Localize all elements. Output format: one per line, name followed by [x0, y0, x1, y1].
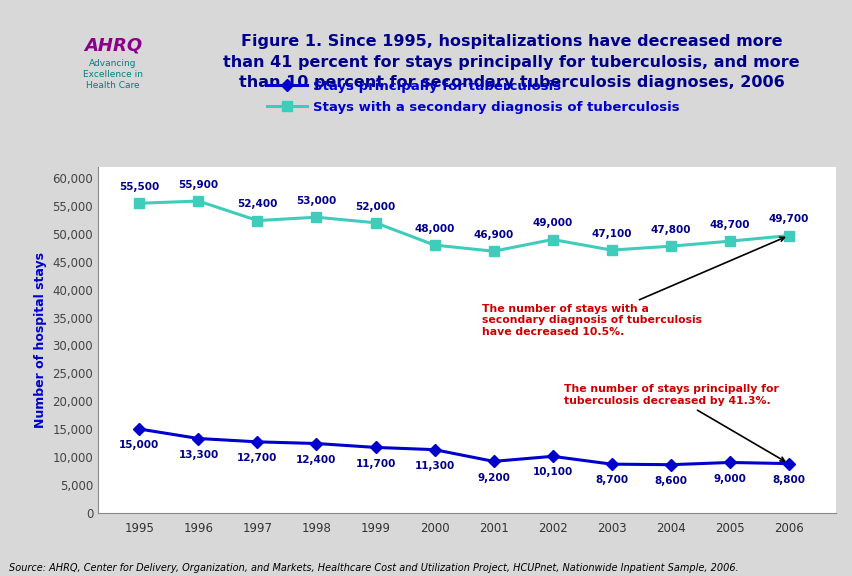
Text: 48,700: 48,700 — [709, 220, 749, 230]
Text: 55,900: 55,900 — [178, 180, 218, 190]
Text: 12,400: 12,400 — [296, 454, 337, 465]
Text: 55,500: 55,500 — [119, 182, 159, 192]
Text: 52,000: 52,000 — [355, 202, 395, 211]
Text: 8,700: 8,700 — [595, 475, 627, 486]
Text: 15,000: 15,000 — [119, 440, 159, 450]
Text: 13,300: 13,300 — [178, 450, 218, 460]
Legend: Stays principally for tuberculosis, Stays with a secondary diagnosis of tubercul: Stays principally for tuberculosis, Stay… — [267, 80, 679, 113]
Y-axis label: Number of hospital stays: Number of hospital stays — [34, 252, 47, 428]
Text: 9,200: 9,200 — [476, 472, 509, 483]
Text: AHRQ: AHRQ — [83, 36, 142, 54]
Text: 47,800: 47,800 — [650, 225, 690, 235]
Text: 49,700: 49,700 — [768, 214, 808, 225]
Text: 8,600: 8,600 — [653, 476, 687, 486]
Text: The number of stays with a
secondary diagnosis of tuberculosis
have decreased 10: The number of stays with a secondary dia… — [481, 237, 784, 337]
Text: Source: AHRQ, Center for Delivery, Organization, and Markets, Healthcare Cost an: Source: AHRQ, Center for Delivery, Organ… — [9, 563, 738, 573]
Text: 11,700: 11,700 — [355, 458, 395, 468]
Text: 49,000: 49,000 — [532, 218, 572, 228]
Text: 47,100: 47,100 — [590, 229, 631, 239]
Text: Figure 1. Since 1995, hospitalizations have decreased more
than 41 percent for s: Figure 1. Since 1995, hospitalizations h… — [223, 35, 799, 90]
Text: 11,300: 11,300 — [414, 461, 454, 471]
Text: 48,000: 48,000 — [414, 224, 454, 234]
Text: Advancing
Excellence in
Health Care: Advancing Excellence in Health Care — [83, 59, 143, 90]
Text: 8,800: 8,800 — [771, 475, 804, 485]
Text: 46,900: 46,900 — [473, 230, 513, 240]
Text: 9,000: 9,000 — [712, 473, 746, 484]
Text: The number of stays principally for
tuberculosis decreased by 41.3%.: The number of stays principally for tube… — [564, 384, 784, 461]
Text: 53,000: 53,000 — [296, 196, 337, 206]
Text: 12,700: 12,700 — [237, 453, 278, 463]
Text: 52,400: 52,400 — [237, 199, 278, 210]
Text: 10,100: 10,100 — [532, 468, 572, 478]
